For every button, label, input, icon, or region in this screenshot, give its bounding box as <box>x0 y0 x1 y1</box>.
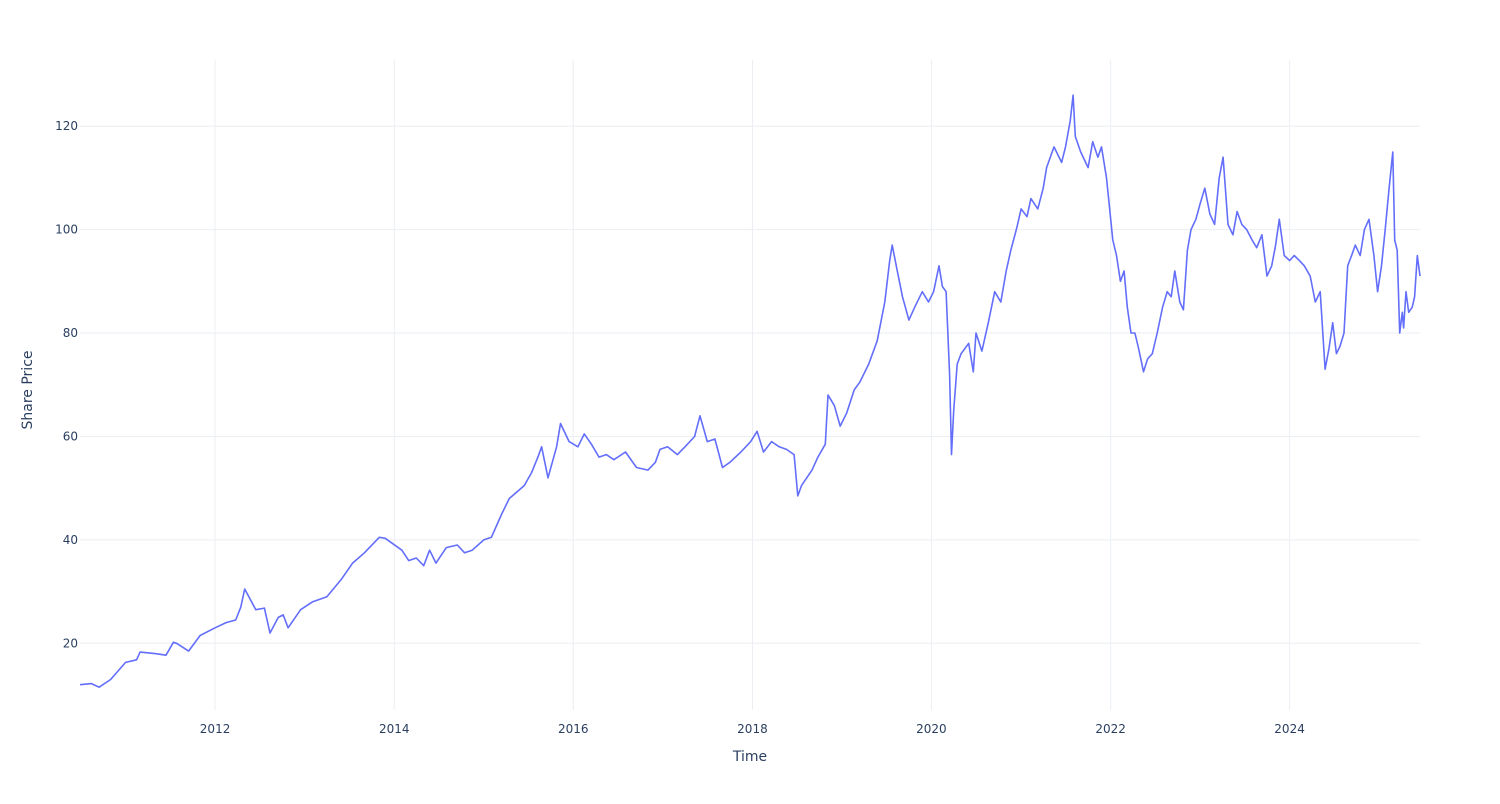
x-tick-label: 2016 <box>558 722 589 736</box>
y-tick-label: 120 <box>55 119 78 133</box>
y-tick-label: 40 <box>63 533 78 547</box>
x-tick-label: 2018 <box>737 722 768 736</box>
x-tick-label: 2024 <box>1274 722 1305 736</box>
x-tick-label: 2022 <box>1095 722 1126 736</box>
x-gridlines <box>214 60 1291 710</box>
series-line <box>79 94 1421 689</box>
x-tick-labels: 2012 2014 2016 2018 2020 2022 2024 <box>200 722 1305 736</box>
x-tick-label: 2014 <box>379 722 410 736</box>
x-tick-label: 2012 <box>200 722 231 736</box>
y-tick-label: 100 <box>55 223 78 237</box>
y-axis-title: Share Price <box>20 350 36 429</box>
x-axis-title: Time <box>732 749 767 765</box>
y-tick-label: 60 <box>63 429 78 443</box>
x-tick-label: 2020 <box>916 722 947 736</box>
y-tick-labels: 20 40 60 80 100 120 <box>55 119 78 650</box>
plot-area <box>79 94 1421 689</box>
y-tick-label: 80 <box>63 326 78 340</box>
y-tick-label: 20 <box>63 636 78 650</box>
y-gridlines <box>80 125 1420 644</box>
